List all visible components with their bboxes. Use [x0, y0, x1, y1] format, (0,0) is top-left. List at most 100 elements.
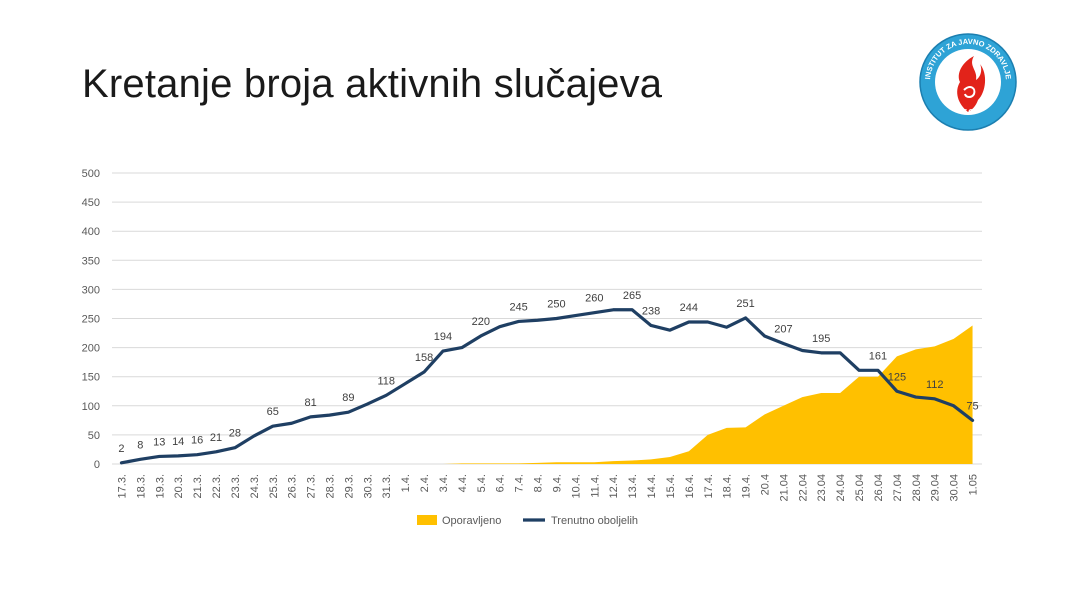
x-tick-label: 5.4.: [476, 474, 488, 492]
x-tick-label: 30.3.: [362, 474, 374, 498]
area-series: [121, 325, 973, 465]
data-label: 75: [966, 400, 978, 412]
x-axis-ticks: 17.3. 18.3. 19.3. 20.3. 21.3. 22.3. 23.3. 24.3.…: [116, 474, 979, 502]
x-tick-label: 26.04: [873, 474, 885, 502]
data-label: 158: [415, 352, 433, 364]
x-tick-label: 8.4.: [533, 474, 545, 492]
data-label: 65: [267, 406, 279, 418]
flame-swirl-icon: [963, 86, 976, 98]
y-tick-label: 450: [82, 197, 100, 209]
x-tick-label: 27.3.: [306, 474, 318, 498]
data-label: 260: [585, 293, 603, 305]
x-tick-label: 25.04: [854, 474, 866, 502]
x-tick-label: 29.3.: [343, 474, 355, 498]
x-tick-label: 13.4.: [627, 474, 639, 498]
data-label: 13: [153, 436, 165, 448]
x-tick-label: 17.3.: [116, 474, 128, 498]
x-tick-label: 23.04: [816, 474, 828, 502]
x-tick-label: 20.4: [760, 474, 772, 495]
x-tick-label: 19.3.: [154, 474, 166, 498]
x-tick-label: 7.4.: [514, 474, 526, 492]
line-series: [119, 308, 975, 465]
data-label: 195: [812, 333, 830, 345]
data-label: 81: [304, 397, 316, 409]
x-tick-label: 19.4.: [741, 474, 753, 498]
data-label: 8: [137, 439, 143, 451]
x-tick-label: 26.3.: [287, 474, 299, 498]
y-tick-label: 200: [82, 343, 100, 355]
x-tick-label: 23.3.: [230, 474, 242, 498]
y-tick-label: 0: [94, 459, 100, 471]
x-tick-label: 29.04: [930, 474, 942, 502]
x-tick-label: 31.3.: [381, 474, 393, 498]
x-tick-label: 24.3.: [249, 474, 261, 498]
y-tick-label: 350: [82, 255, 100, 267]
x-tick-label: 22.3.: [211, 474, 223, 498]
x-tick-label: 25.3.: [268, 474, 280, 498]
x-tick-label: 9.4.: [551, 474, 563, 492]
data-label: 112: [926, 379, 944, 391]
data-label: 16: [191, 435, 203, 447]
x-tick-label: 21.3.: [192, 474, 204, 498]
area-oporavljeno: [121, 325, 973, 464]
y-tick-label: 50: [88, 430, 100, 442]
slide-title: Kretanje broja aktivnih slučajeva: [82, 62, 663, 106]
flame-icon: [957, 56, 986, 112]
data-label: 125: [888, 371, 906, 383]
x-tick-label: 6.4.: [495, 474, 507, 492]
x-tick-label: 16.4.: [684, 474, 696, 498]
data-label: 250: [547, 299, 565, 311]
legend-swatch-area: [417, 515, 437, 525]
x-tick-label: 11.4.: [589, 474, 601, 498]
data-label: 244: [680, 302, 698, 314]
data-label: 194: [434, 331, 452, 343]
x-tick-label: 20.3.: [173, 474, 185, 498]
x-tick-label: 10.4.: [570, 474, 582, 498]
data-label: 238: [642, 305, 660, 317]
x-tick-label: 18.4.: [722, 474, 734, 498]
y-axis-ticks: 0 50 100 150 200 250 300 350 400 450 500: [82, 168, 100, 471]
x-tick-label: 1.05: [968, 474, 980, 495]
data-label: 118: [377, 375, 395, 387]
y-tick-label: 500: [82, 168, 100, 180]
data-label: 161: [869, 350, 887, 362]
legend-label: Oporavljeno: [442, 515, 501, 527]
data-label: 251: [736, 298, 754, 310]
x-tick-label: 14.4.: [646, 474, 658, 498]
line-trenutno-oboljelih: [119, 308, 975, 465]
data-label: 14: [172, 436, 184, 448]
y-tick-label: 250: [82, 314, 100, 326]
x-tick-label: 24.04: [835, 474, 847, 502]
x-tick-label: 30.04: [949, 474, 961, 502]
data-label: 245: [509, 301, 527, 313]
x-tick-label: 21.04: [778, 474, 790, 502]
data-label: 265: [623, 290, 641, 302]
institute-logo: INSTITUT ZA JAVNO ZDRAVLJE CRNE GORE: [919, 33, 1017, 131]
data-label: 2: [118, 443, 124, 455]
y-tick-label: 300: [82, 284, 100, 296]
x-tick-label: 17.4.: [703, 474, 715, 498]
data-label: 21: [210, 432, 222, 444]
x-tick-label: 4.4.: [457, 474, 469, 492]
x-tick-label: 2.4.: [419, 474, 431, 492]
legend: Oporavljeno Trenutno oboljelih: [417, 515, 638, 527]
x-tick-label: 12.4.: [608, 474, 620, 498]
x-tick-label: 28.04: [911, 474, 923, 502]
x-tick-label: 27.04: [892, 474, 904, 502]
data-label: 207: [774, 324, 792, 336]
data-label: 220: [472, 316, 490, 328]
data-label: 28: [229, 428, 241, 440]
data-label: 89: [342, 392, 354, 404]
y-tick-label: 100: [82, 401, 100, 413]
x-tick-label: 15.4.: [665, 474, 677, 498]
x-tick-label: 18.3.: [135, 474, 147, 498]
legend-label: Trenutno oboljelih: [551, 515, 638, 527]
x-tick-label: 1.4.: [400, 474, 412, 492]
x-tick-label: 22.04: [797, 474, 809, 502]
x-tick-label: 28.3.: [325, 474, 337, 498]
logo-ring-text-bottom: CRNE GORE: [946, 101, 991, 116]
y-tick-label: 150: [82, 372, 100, 384]
x-tick-label: 3.4.: [438, 474, 450, 492]
